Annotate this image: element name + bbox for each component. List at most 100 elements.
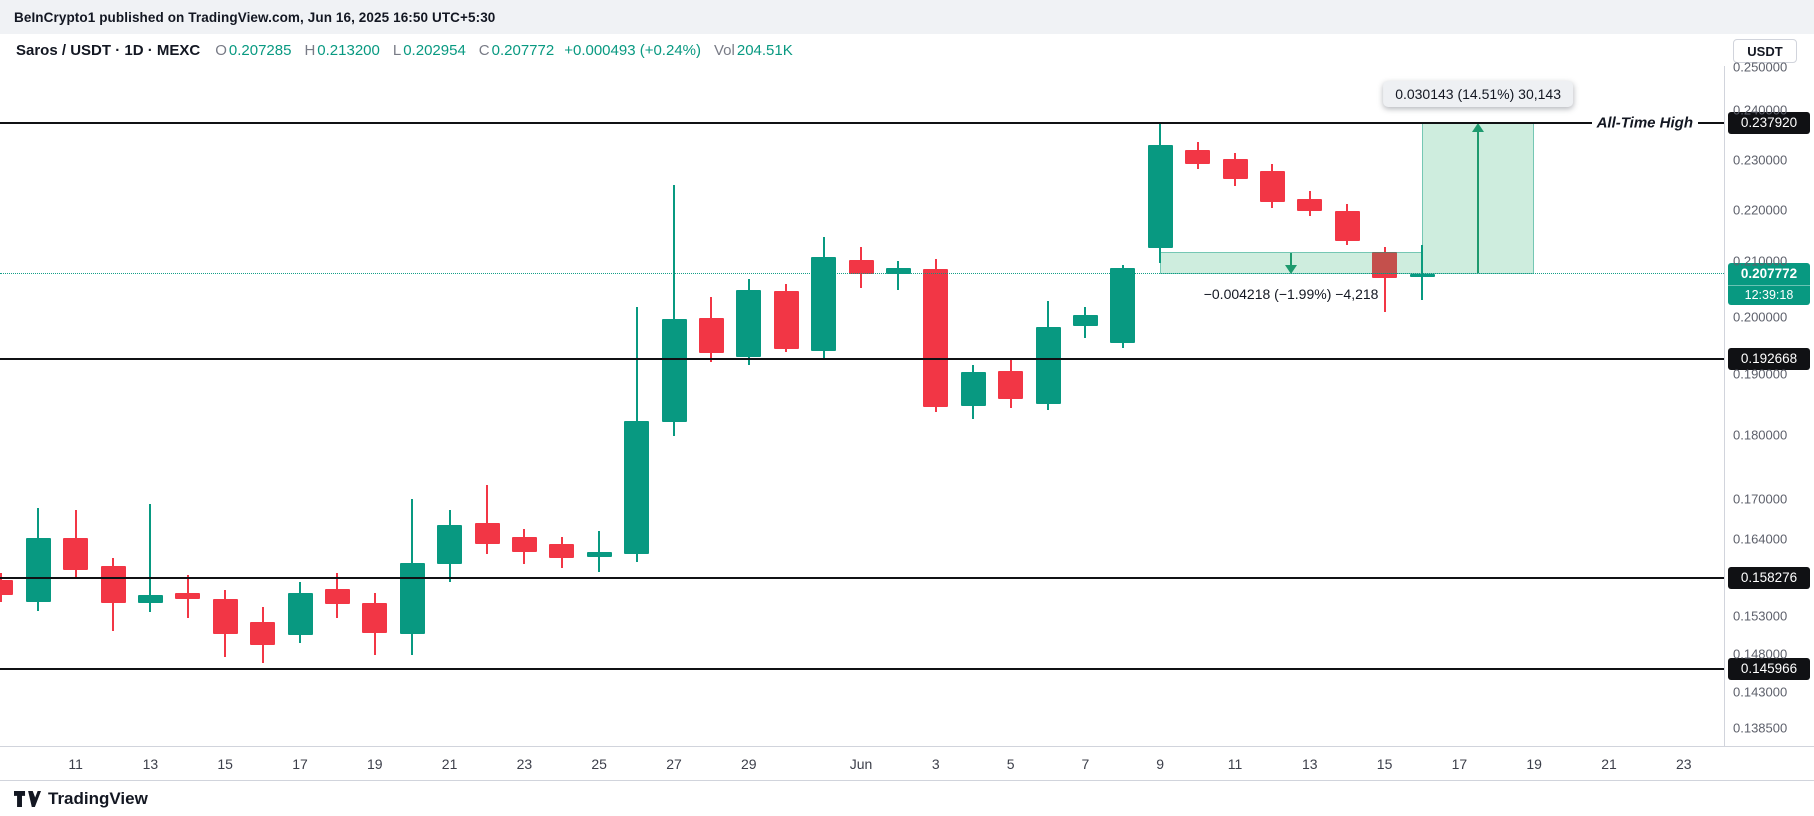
time-tick-label: 15 [1376,755,1393,772]
candle-wick [1421,245,1423,301]
horizontal-level-line[interactable] [0,577,1724,580]
candle-body [324,588,350,605]
all-time-high-label: All-Time High [1591,114,1698,132]
candle-body [1334,210,1360,241]
current-price-badge: 0.207772 12:39:18 [1728,263,1810,306]
high-value: 0.213200 [317,41,380,59]
candle-body [25,538,51,602]
candle-body [474,523,500,545]
tradingview-logo-icon[interactable] [14,790,41,807]
candle-body [960,372,986,406]
price-level-badge: 0.158276 [1728,567,1810,590]
candle-body [1259,171,1285,203]
arrow-head-down [1285,265,1298,275]
price-tick-label: 0.143000 [1733,684,1788,700]
price-tick-label: 0.230000 [1733,152,1788,168]
change-readout: +0.000493 (+0.24%) [564,41,701,59]
candle-body [63,538,89,570]
candle-body [137,594,163,604]
time-tick-label: 17 [1451,755,1468,772]
candle-body [287,592,313,635]
price-tick-label: 0.210000 [1733,253,1788,269]
measure-label-text: −0.004218 (−1.99%) −4,218 [1203,286,1379,303]
candle-body [661,319,687,423]
symbol-title[interactable]: Saros / USDT · 1D · MEXC [16,41,201,59]
tradingview-wordmark[interactable]: TradingView [48,788,148,808]
candle-wick [673,185,675,436]
candle-body [0,580,14,595]
open-value: 0.207285 [228,41,292,59]
candle-body [998,371,1024,400]
measure-arrow-line [1477,131,1480,274]
time-tick-label: 7 [1081,755,1090,772]
candle-wick [149,503,152,613]
price-tick-label: 0.180000 [1733,427,1788,443]
time-tick-label: 13 [142,755,159,772]
candle-body [511,536,537,553]
attribution-bar: BeInCrypto1 published on TradingView.com… [0,0,1814,34]
footer-bar: TradingView [0,780,1814,816]
plot-area[interactable]: −0.004218 (−1.99%) −4,218 0.030143 (14.51… [0,66,1724,746]
time-axis[interactable]: 11 13 15 17 19 21 23 25 27 29 Jun 3 5 7 9 11 13 15 17 19 21 2… [0,746,1814,780]
price-tick-label: 0.170000 [1733,491,1788,507]
candle-body [362,602,388,634]
candle-body [1185,150,1211,165]
open-label: O [215,41,227,59]
high-label: H [304,41,316,59]
time-tick-label: 11 [1227,755,1243,772]
candle-wick [486,484,488,554]
candle-body [736,289,762,357]
candle-body [624,421,650,554]
close-value: 0.207772 [491,41,555,59]
volume-value: 204.51K [736,41,793,59]
price-tick-label: 0.200000 [1733,309,1788,325]
time-tick-label: 17 [292,755,308,772]
measure-label-tooltip: 0.030143 (14.51%) 30,143 [1383,80,1573,107]
currency-unit-button[interactable]: USDT [1733,39,1797,63]
candle-body [100,565,126,604]
candle-body [923,268,949,407]
horizontal-level-line[interactable] [0,121,1724,124]
symbol-info-bar: Saros / USDT · 1D · MEXC O 0.207285 H 0.21… [0,34,1724,66]
horizontal-level-line[interactable] [0,357,1724,360]
price-level-badge: 0.237920 [1728,111,1810,134]
close-label: C [478,41,490,59]
candle-body [250,622,276,645]
time-tick-label: 21 [1601,755,1617,772]
time-tick-label: 27 [666,755,682,772]
candle-body [1035,326,1061,404]
price-tick-label: 0.153000 [1733,608,1788,624]
candle-wick [897,261,900,291]
price-tick-label: 0.148000 [1733,646,1788,662]
candle-body [1147,144,1173,249]
current-price-value: 0.207772 [1740,266,1798,282]
time-tick-label: 3 [931,755,940,772]
candle-body [848,259,874,274]
horizontal-level-line[interactable] [0,668,1724,671]
candle-body [212,599,238,635]
time-tick-label: 13 [1302,755,1318,772]
candle-body [1409,274,1435,277]
time-tick-label: 23 [1676,755,1692,772]
candle-body [175,593,201,599]
candle-body [1072,314,1098,327]
low-label: L [392,41,402,59]
time-tick-label: 11 [68,755,83,772]
price-level-badge: 0.145966 [1728,658,1810,681]
candle-body [1297,199,1323,211]
candle-body [586,551,612,558]
price-tick-label: 0.220000 [1733,202,1788,218]
time-tick-label: 21 [441,755,458,772]
candle-body [1110,268,1136,344]
low-value: 0.202954 [403,41,466,59]
time-tick-label: 19 [1526,755,1542,772]
price-axis[interactable]: 0.237920 0.192668 0.158276 0.145966 0.207772… [1724,60,1814,746]
time-tick-label: 29 [741,755,757,772]
price-level-badge: 0.192668 [1728,347,1810,370]
candle-body [698,317,724,353]
volume-label: Vol [714,41,735,59]
candle-body [811,256,837,351]
candle-body [773,291,799,350]
candle-body [1222,159,1248,180]
